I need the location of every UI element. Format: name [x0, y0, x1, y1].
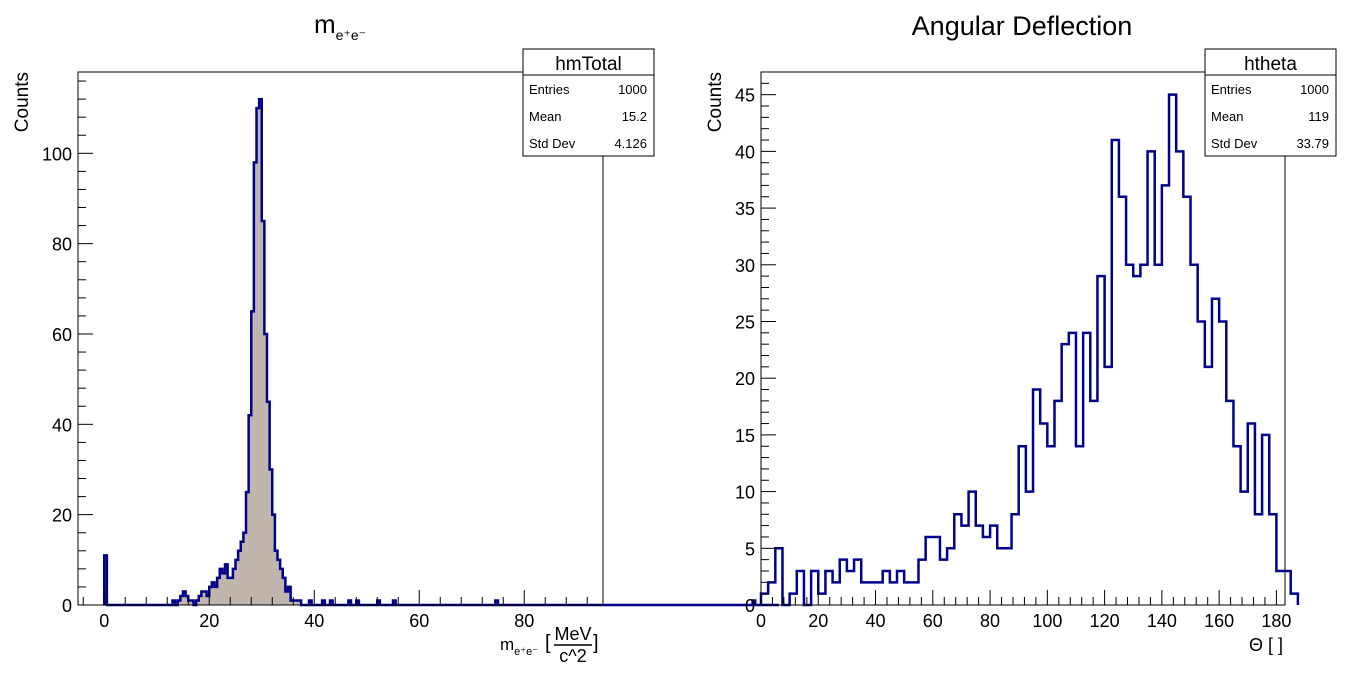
left-xlabel-sub: e⁺e⁻ — [514, 646, 538, 658]
left-stats-name: hmTotal — [555, 54, 622, 75]
left-title-main: m — [314, 9, 336, 39]
right-stats-value-mean: 119 — [1308, 109, 1329, 124]
left-stats-value-entries: 1000 — [618, 82, 647, 97]
right-y-tick-label: 15 — [735, 426, 755, 446]
right-x-tick-label: 80 — [980, 611, 1000, 631]
left-x-tick-label: 20 — [199, 611, 219, 631]
right-histogram-line — [759, 93, 1300, 607]
left-xlabel: me⁺e⁻ [ MeV c^2 ] — [500, 624, 599, 666]
left-y-tick-label: 80 — [52, 235, 72, 255]
right-ylabel: Counts — [705, 72, 726, 132]
left-stats-label-stddev: Std Dev — [529, 136, 576, 151]
right-x-tick-label: 100 — [1032, 611, 1062, 631]
right-y-tick-label: 40 — [735, 142, 755, 162]
left-x-tick-label: 40 — [304, 611, 324, 631]
right-stats-name: htheta — [1244, 54, 1297, 75]
left-stats-frame — [522, 48, 655, 157]
left-ylabel: Counts — [12, 72, 33, 132]
left-stats-value-mean: 15.2 — [622, 109, 647, 124]
right-x-tick-label: 160 — [1204, 611, 1234, 631]
right-y-tick-label: 35 — [735, 199, 755, 219]
right-stats-value-entries: 1000 — [1300, 82, 1329, 97]
left-xlabel-open: [ — [545, 632, 551, 654]
right-x-tick-label: 140 — [1147, 611, 1177, 631]
left-histogram-line — [103, 97, 779, 607]
left-title: me⁺e⁻ — [314, 9, 366, 43]
right-y-tick-label: 10 — [735, 483, 755, 503]
left-stats-label-mean: Mean — [529, 109, 562, 124]
panel-right: Angular Deflection Counts 0 20 40 60 80 100 12… — [705, 11, 1337, 655]
right-stats-frame — [1204, 48, 1337, 157]
right-frame — [760, 71, 1286, 606]
left-y-tick-label: 20 — [52, 506, 72, 526]
right-plot-area: 0 20 40 60 80 100 120 140 160 180 0 5 10 15 20 25 30 35 40… — [735, 71, 1300, 631]
left-x-tick-label: 80 — [514, 611, 534, 631]
left-y-tick-label: 60 — [52, 325, 72, 345]
left-y-tick-label: 40 — [52, 415, 72, 435]
right-y-tick-label: 5 — [745, 539, 755, 559]
svg-text:me⁺e⁻: me⁺e⁻ — [500, 635, 538, 658]
left-stats-label-entries: Entries — [529, 82, 570, 97]
right-y-tick-label: 45 — [735, 86, 755, 106]
left-y-tick-label: 0 — [62, 596, 72, 616]
right-y-tick-label: 25 — [735, 312, 755, 332]
right-stats-box: htheta Entries 1000 Mean 119 Std Dev 33.… — [1204, 48, 1337, 157]
left-x-tick-label: 0 — [99, 611, 109, 631]
left-frame — [77, 71, 604, 606]
left-xlabel-main: m — [500, 635, 514, 654]
right-x-tick-label: 0 — [756, 611, 766, 631]
right-y-tick-label: 20 — [735, 369, 755, 389]
left-title-sub: e⁺e⁻ — [336, 27, 366, 43]
right-stats-value-stddev: 33.79 — [1296, 136, 1329, 151]
left-x-tick-label: 60 — [409, 611, 429, 631]
left-stats-box: hmTotal Entries 1000 Mean 15.2 Std Dev 4… — [522, 48, 655, 157]
left-xlabel-num: MeV — [554, 624, 591, 644]
right-x-tick-label: 40 — [866, 611, 886, 631]
right-xlabel: Θ [ ] — [1249, 635, 1283, 655]
right-stats-label-entries: Entries — [1211, 82, 1252, 97]
right-stats-label-stddev: Std Dev — [1211, 136, 1258, 151]
right-x-tick-label: 20 — [808, 611, 828, 631]
right-title: Angular Deflection — [912, 11, 1133, 41]
right-x-tick-label: 120 — [1090, 611, 1120, 631]
left-y-tick-label: 100 — [42, 144, 72, 164]
right-y-tick-label: 0 — [745, 596, 755, 616]
left-xlabel-den: c^2 — [559, 646, 586, 666]
right-x-tick-label: 60 — [923, 611, 943, 631]
left-xlabel-close: ] — [593, 632, 599, 654]
left-histogram-fill — [104, 99, 779, 606]
right-x-tick-label: 180 — [1261, 611, 1291, 631]
right-y-tick-label: 30 — [735, 256, 755, 276]
left-stats-value-stddev: 4.126 — [614, 136, 647, 151]
right-stats-label-mean: Mean — [1211, 109, 1244, 124]
